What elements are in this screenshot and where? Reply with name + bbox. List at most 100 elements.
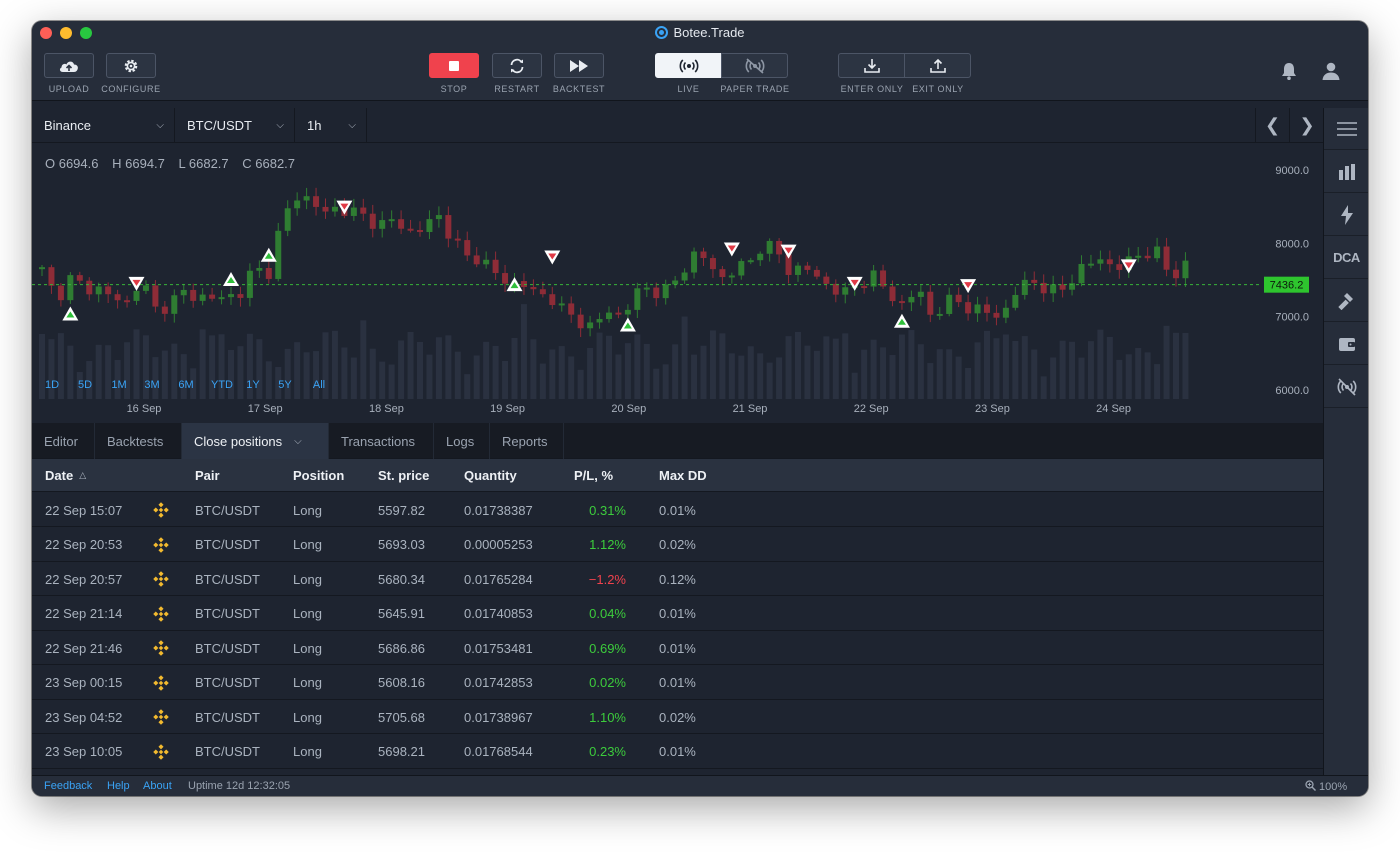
chart-next-button[interactable]: ❯ — [1290, 108, 1324, 143]
volume-bar — [738, 355, 745, 399]
column-pair[interactable]: Pair — [195, 468, 220, 483]
cell-date: 23 Sep 10:05 — [45, 744, 123, 759]
range-button-1m[interactable]: 1M — [111, 379, 126, 391]
table-row[interactable]: 22 Sep 20:57 BTC/USDT Long 5680.34 0.0176528… — [32, 562, 1323, 596]
about-link[interactable]: About — [143, 780, 172, 792]
tab-logs[interactable]: Logs — [434, 423, 490, 459]
column-max-dd[interactable]: Max DD — [659, 468, 707, 483]
range-button-ytd[interactable]: YTD — [211, 379, 233, 391]
volume-bar — [1012, 340, 1019, 399]
candle-body — [993, 312, 1000, 318]
range-button-all[interactable]: All — [313, 379, 325, 391]
download-icon — [863, 58, 880, 73]
help-link[interactable]: Help — [107, 780, 130, 792]
zoom-window-button[interactable] — [80, 27, 92, 39]
backtest-button[interactable] — [554, 53, 604, 78]
column-date[interactable]: Date △ — [45, 459, 86, 492]
volume-bar — [596, 332, 603, 399]
cell-pl-percent: 0.23% — [589, 744, 626, 759]
table-row[interactable]: 23 Sep 10:05 BTC/USDT Long 5698.21 0.0176854… — [32, 735, 1323, 769]
user-profile-button[interactable] — [1321, 61, 1341, 86]
tab-label: Reports — [502, 433, 548, 449]
volume-bar — [681, 316, 688, 399]
candle-body — [974, 304, 981, 314]
candle-body — [577, 314, 584, 329]
candle-body — [105, 286, 112, 295]
candle-body — [237, 294, 244, 298]
tab-transactions[interactable]: Transactions — [329, 423, 434, 459]
column-pl-percent[interactable]: P/L, % — [574, 468, 614, 483]
exit-only-button[interactable] — [904, 53, 971, 78]
volume-bar — [672, 344, 679, 399]
volume-bar — [360, 320, 367, 399]
volume-bar — [870, 339, 877, 399]
disconnect-button[interactable] — [1324, 366, 1368, 408]
tools-button[interactable] — [1324, 280, 1368, 322]
upload-label: UPLOAD — [48, 84, 90, 94]
chart-prev-button[interactable]: ❮ — [1256, 108, 1290, 143]
candle-body — [322, 206, 329, 212]
volume-bar — [1050, 357, 1057, 399]
volume-bar — [927, 363, 934, 399]
volume-bar — [747, 346, 754, 399]
notifications-button[interactable] — [1279, 61, 1299, 86]
close-window-button[interactable] — [40, 27, 52, 39]
candle-body — [1182, 260, 1189, 279]
candle-body — [76, 275, 83, 281]
dca-button[interactable]: DCA — [1324, 237, 1368, 279]
restart-button[interactable] — [492, 53, 542, 78]
range-button-1d[interactable]: 1D — [45, 379, 59, 391]
pair-select[interactable]: BTC/USDT ⌵ — [175, 108, 295, 143]
upload-button[interactable] — [44, 53, 94, 78]
column-start-price[interactable]: St. price — [378, 468, 430, 483]
tab-close-positions[interactable]: Close positions ⌵ — [182, 423, 329, 459]
table-row[interactable]: 23 Sep 00:15 BTC/USDT Long 5608.16 0.0174285… — [32, 666, 1323, 700]
column-quantity[interactable]: Quantity — [464, 468, 517, 483]
volume-bar — [142, 335, 149, 399]
candle-body — [124, 300, 131, 303]
table-row[interactable]: 23 Sep 04:52 BTC/USDT Long 5705.68 0.0173896… — [32, 700, 1323, 734]
range-button-6m[interactable]: 6M — [178, 379, 193, 391]
interval-select[interactable]: 1h ⌵ — [295, 108, 367, 143]
range-button-5y[interactable]: 5Y — [278, 379, 292, 391]
configure-button[interactable] — [106, 53, 156, 78]
candle-body — [388, 219, 395, 222]
feedback-link[interactable]: Feedback — [44, 780, 93, 792]
indicators-button[interactable] — [1324, 151, 1368, 193]
tab-editor[interactable]: Editor — [32, 423, 95, 459]
app-window: Botee.Trade UPLOAD CONFIGURE STOP RESTAR… — [32, 21, 1368, 796]
cell-pl-percent: 1.10% — [589, 709, 626, 725]
right-sidebar: DCA — [1323, 108, 1368, 775]
range-button-5d[interactable]: 5D — [78, 379, 92, 391]
table-row[interactable]: 22 Sep 20:53 BTC/USDT Long 5693.03 0.0000525… — [32, 528, 1323, 562]
zoom-control[interactable]: 100% — [1305, 780, 1347, 793]
candle-body — [1021, 279, 1028, 295]
table-row[interactable]: 22 Sep 21:14 BTC/USDT Long 5645.91 0.0174085… — [32, 597, 1323, 631]
paper-trade-mode-button[interactable] — [721, 53, 788, 78]
volume-bar — [1182, 332, 1189, 399]
table-row[interactable]: 22 Sep 21:46 BTC/USDT Long 5686.86 0.0175348… — [32, 631, 1323, 665]
candle-body — [435, 215, 442, 220]
uptime-text: Uptime 12d 12:32:05 — [188, 780, 291, 792]
signals-button[interactable] — [1324, 194, 1368, 236]
volume-bar — [256, 339, 263, 399]
volume-bar — [804, 345, 811, 399]
tab-backtests[interactable]: Backtests — [95, 423, 182, 459]
table-row[interactable]: 22 Sep 15:07 BTC/USDT Long 5597.82 0.0173838… — [32, 493, 1323, 527]
exchange-select[interactable]: Binance ⌵ — [32, 108, 175, 143]
minimize-window-button[interactable] — [60, 27, 72, 39]
candle-body — [738, 261, 745, 276]
column-position[interactable]: Position — [293, 468, 345, 483]
volume-bar — [322, 332, 329, 399]
range-button-1y[interactable]: 1Y — [246, 379, 260, 391]
candlestick-chart[interactable]: 9000.0 8000.0 7000.0 6000.0 7436.2 16 Sep 17 S… — [32, 144, 1323, 419]
price-chart[interactable]: 9000.0 8000.0 7000.0 6000.0 7436.2 16 Sep 17 S… — [32, 144, 1323, 419]
live-mode-button[interactable] — [655, 53, 722, 78]
enter-only-button[interactable] — [838, 53, 905, 78]
wallet-button[interactable] — [1324, 323, 1368, 365]
range-button-3m[interactable]: 3M — [144, 379, 159, 391]
stop-button[interactable] — [429, 53, 479, 78]
volume-bar — [133, 329, 140, 399]
tab-reports[interactable]: Reports — [490, 423, 564, 459]
menu-button[interactable] — [1324, 108, 1368, 150]
